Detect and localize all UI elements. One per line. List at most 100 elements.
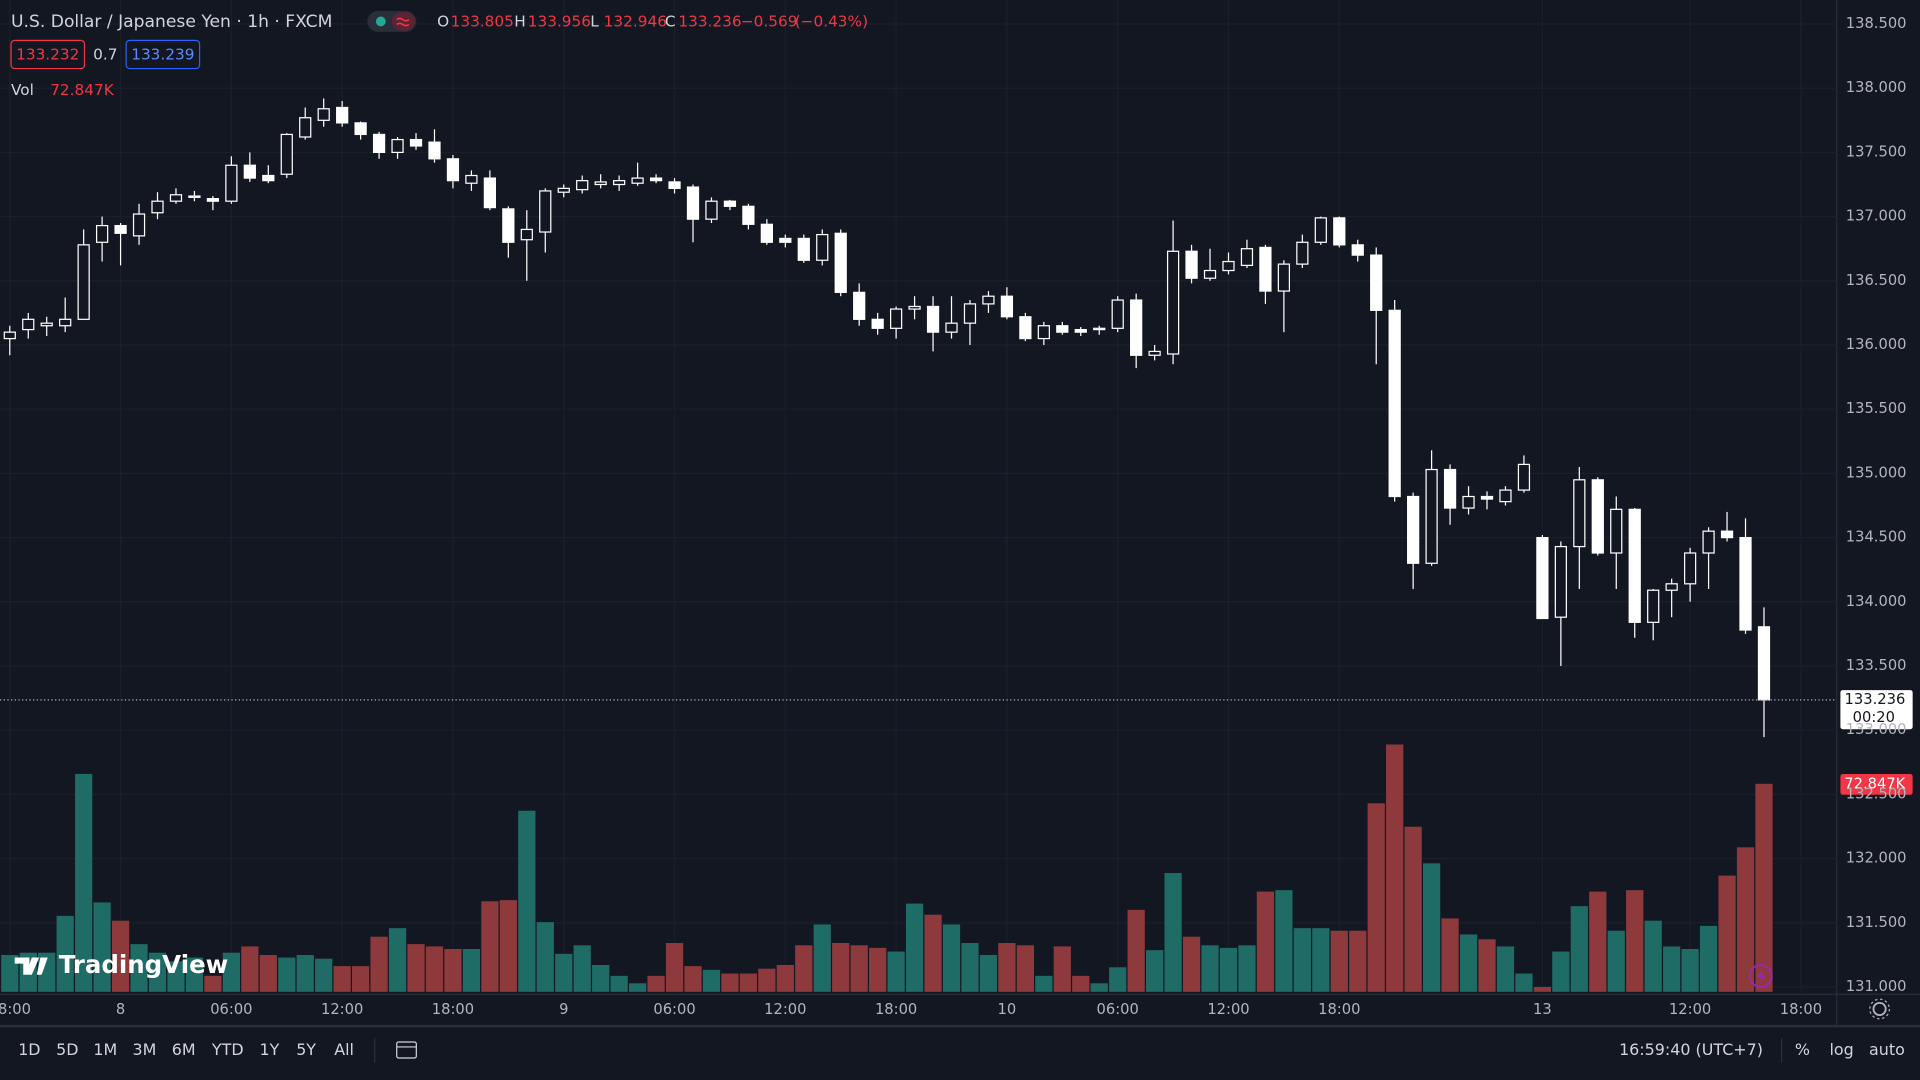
date-range-icon[interactable] <box>396 1041 417 1059</box>
range-button[interactable]: YTD <box>211 1040 244 1059</box>
volume-bar <box>333 966 351 992</box>
candle-body <box>576 180 589 191</box>
candle-body <box>1462 495 1475 509</box>
candle-body <box>594 181 607 186</box>
candle-body <box>40 322 53 327</box>
volume-bar <box>665 942 684 992</box>
volume-bar <box>481 901 499 992</box>
candle-body <box>372 133 386 154</box>
volume-bar <box>407 944 425 992</box>
candle-body <box>1093 327 1106 331</box>
volume-bar <box>795 945 813 992</box>
range-button[interactable]: 1Y <box>259 1040 279 1059</box>
volume-bar <box>1053 946 1071 992</box>
candle-body <box>1647 589 1660 623</box>
volume-bar <box>979 954 998 992</box>
ask-box[interactable] <box>125 39 201 70</box>
volume-bar <box>887 951 905 992</box>
range-button[interactable]: 6M <box>172 1040 196 1059</box>
range-button[interactable]: 3M <box>133 1040 157 1059</box>
volume-bar <box>1293 928 1311 992</box>
range-button[interactable]: 5D <box>56 1040 78 1059</box>
candle-body <box>797 237 810 261</box>
volume-bar <box>1699 925 1718 992</box>
volume-bar <box>1459 934 1478 992</box>
clock[interactable]: 16:59:40 (UTC+7) <box>1619 1040 1763 1059</box>
volume-bar <box>647 975 665 992</box>
volume-bar <box>1718 875 1736 992</box>
candle-body <box>1610 508 1623 554</box>
candle-body <box>1702 530 1715 554</box>
y-tick-label: 135.000 <box>1846 464 1907 481</box>
candle-body <box>686 186 700 220</box>
bid-box[interactable] <box>10 39 86 70</box>
candle-body <box>889 308 903 329</box>
x-tick-label: 18:00 <box>0 1001 31 1018</box>
gear-teeth <box>1869 998 1890 1020</box>
ohlc-letter: L <box>590 13 599 31</box>
candle-body <box>613 180 626 186</box>
volume-bar <box>1072 975 1090 992</box>
ohlc-letter: O <box>437 13 449 31</box>
candle-body <box>1240 248 1254 267</box>
range-button[interactable]: 1M <box>93 1040 117 1059</box>
range-button[interactable]: All <box>334 1040 354 1059</box>
candle-body <box>243 164 256 179</box>
ohlc-value: 133.236 <box>678 13 741 31</box>
candle-body <box>169 194 183 202</box>
x-tick-label: 8 <box>116 1001 125 1018</box>
volume-bar <box>592 964 610 992</box>
ohlc-value: 132.946 <box>604 13 667 31</box>
candle-body <box>206 198 220 202</box>
y-tick-label: 133.500 <box>1846 657 1907 674</box>
market-status[interactable] <box>367 11 417 32</box>
candle-body <box>834 232 847 293</box>
candle-body <box>59 318 72 327</box>
y-tick-label: 133.000 <box>1846 721 1907 738</box>
volume-bar <box>56 915 74 992</box>
volume-bar <box>1367 803 1385 992</box>
candle-body <box>816 233 829 261</box>
x-tick-label: 18:00 <box>1318 1001 1360 1018</box>
log-toggle[interactable]: log <box>1830 1040 1854 1059</box>
candle-body <box>649 177 663 182</box>
volume-bar <box>684 966 702 992</box>
x-tick-label: 12:00 <box>1207 1001 1249 1018</box>
volume-bar <box>1441 918 1459 992</box>
settings-icon[interactable] <box>1869 998 1890 1020</box>
percent-toggle[interactable]: % <box>1795 1040 1810 1059</box>
ohlc-letter: H <box>514 13 526 31</box>
y-tick-label: 131.000 <box>1846 978 1907 995</box>
candle-body <box>114 224 127 234</box>
candle-body <box>871 318 884 329</box>
volume-bar <box>739 973 758 992</box>
candle-body <box>95 224 109 243</box>
candle-body <box>1591 479 1604 554</box>
candle-body <box>354 122 367 136</box>
volume-bar <box>536 922 554 992</box>
candle-body <box>1536 536 1549 620</box>
candles <box>3 98 1771 738</box>
candle-body <box>1499 489 1512 503</box>
alert-icon[interactable] <box>1748 963 1773 988</box>
x-tick-label: 18:00 <box>432 1001 474 1018</box>
auto-toggle[interactable]: auto <box>1869 1040 1905 1059</box>
candle-body <box>391 138 404 154</box>
x-tick-label: 12:00 <box>321 1001 363 1018</box>
volume-bar <box>1330 930 1348 992</box>
x-tick-label: 06:00 <box>210 1001 252 1018</box>
candle-body <box>1407 495 1420 564</box>
volume-bar <box>444 948 462 992</box>
candle-body <box>1000 295 1014 318</box>
range-button[interactable]: 5Y <box>296 1040 316 1059</box>
volume-bar <box>1146 950 1164 992</box>
ohlc-letter: C <box>665 13 676 31</box>
symbol-title[interactable]: U.S. Dollar / Japanese Yen · 1h · FXCM <box>11 12 332 32</box>
volume-bar <box>278 957 296 992</box>
y-tick-label: 137.500 <box>1846 143 1907 160</box>
x-tick-label: 18:00 <box>1780 1001 1822 1018</box>
range-button[interactable]: 1D <box>18 1040 40 1059</box>
volume-last-box <box>1840 773 1913 795</box>
volume-bar <box>573 945 591 992</box>
status-icon <box>396 17 410 27</box>
